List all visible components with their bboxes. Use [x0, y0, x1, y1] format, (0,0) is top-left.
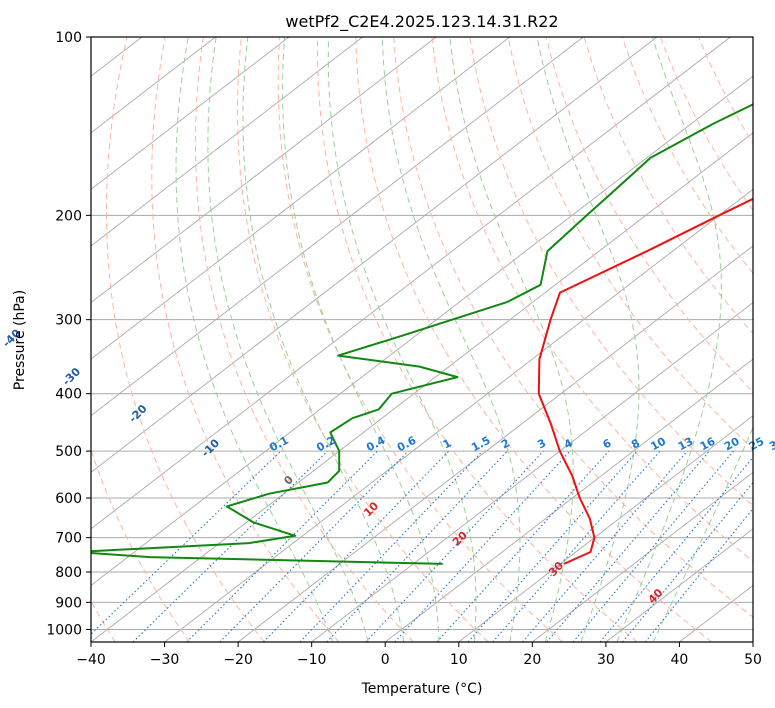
mixing-ratio-line	[263, 450, 450, 642]
moist-adiabat-line	[242, 37, 405, 642]
chart-title: wetPf2_C2E4.2025.123.14.31.R22	[285, 12, 558, 32]
y-tick-label: 200	[55, 208, 82, 224]
mixing-ratio-label: 25	[747, 435, 767, 454]
isotherm-line	[532, 471, 753, 642]
x-tick-label: 10	[450, 652, 468, 668]
mixing-ratio-line	[219, 450, 409, 642]
y-tick-label: 700	[55, 531, 82, 547]
dry-adiabat-line	[151, 37, 340, 642]
moist-adiabat-line	[449, 37, 574, 642]
isotherm-line	[91, 37, 731, 530]
mixing-ratio-line	[91, 450, 282, 635]
moist-adiabat-line	[652, 426, 753, 642]
isotherm-line	[91, 37, 510, 360]
y-tick-label: 900	[55, 595, 82, 611]
mixing-ratio-line	[467, 450, 638, 642]
mixing-ratio-line	[365, 450, 544, 642]
mixing-ratio-line	[299, 450, 483, 642]
y-tick-label: 500	[55, 444, 82, 460]
dry-adiabat-line	[469, 37, 753, 507]
y-axis-label: Pressure (hPa)	[12, 290, 28, 390]
isotherm-line	[91, 37, 363, 247]
isotherm-line	[605, 528, 753, 642]
mixing-ratio-label: 10	[648, 435, 668, 454]
isotherm-line	[311, 301, 753, 642]
moist-adiabat-line	[207, 37, 369, 642]
x-tick-label: −40	[76, 652, 106, 668]
mixing-ratio-label: 13	[676, 435, 696, 454]
dry-adiabat-line	[105, 37, 265, 642]
moist-adiabat-line	[282, 37, 440, 642]
mixing-ratio-line	[644, 507, 753, 642]
y-tick-label: 100	[55, 30, 82, 46]
mixing-ratio-label: 30	[767, 434, 775, 453]
moist-adiabat-line	[536, 37, 640, 642]
y-tick-label: 300	[55, 313, 82, 329]
dry-adiabat-line	[277, 37, 563, 642]
moist-adiabat-line	[381, 37, 521, 642]
y-tick-label: 600	[55, 491, 82, 507]
x-tick-label: 30	[597, 652, 615, 668]
dewpoint-profile-line	[91, 103, 753, 565]
x-axis-ticks: −40 −30 −20 −10 0 10 20 30 40 50	[76, 642, 762, 668]
isotherm-line	[91, 37, 290, 190]
mixing-ratio-line	[186, 450, 378, 642]
plot-frame	[90, 36, 754, 643]
isotherm-line	[237, 245, 753, 642]
x-tick-label: −10	[297, 652, 327, 668]
dry-adiabat-line	[355, 37, 713, 642]
x-axis-label: Temperature (°C)	[361, 681, 483, 697]
dry-adiabat-line	[236, 37, 489, 642]
moist-adiabat-line	[616, 37, 722, 642]
temperature-profile-line	[537, 197, 753, 565]
isotherm-line	[458, 415, 753, 642]
y-tick-label: 800	[55, 565, 82, 581]
x-tick-label: −30	[150, 652, 180, 668]
mixing-ratio-line	[546, 450, 710, 642]
x-tick-label: 50	[744, 652, 762, 668]
moist-adiabat-line	[175, 37, 334, 642]
x-tick-label: 0	[381, 652, 390, 668]
isotherm-line	[91, 37, 437, 304]
isotherm-line	[384, 358, 753, 642]
dry-adiabat-line	[507, 37, 753, 450]
isotherm-line	[164, 188, 753, 642]
dry-adiabat-line	[583, 37, 753, 335]
mixing-ratio-line	[572, 450, 734, 642]
isotherm-line	[91, 75, 753, 586]
dry-adiabat-line	[393, 37, 753, 618]
y-axis-ticks: 100 200 300 400 500 600 700 800 900 1000	[46, 30, 91, 638]
dry-adiabat-line	[91, 448, 191, 642]
x-tick-label: 40	[671, 652, 689, 668]
y-tick-label: 1000	[46, 622, 82, 638]
x-tick-label: 20	[523, 652, 541, 668]
mixing-ratio-line	[436, 450, 610, 642]
mixing-ratio-label: 16	[698, 435, 718, 454]
dry-adiabat-line	[317, 37, 638, 642]
isotherm-line	[91, 37, 584, 417]
x-tick-label: −20	[223, 652, 253, 668]
dry-adiabat-line	[545, 37, 753, 393]
mixing-ratio-line	[599, 456, 753, 642]
moist-adiabat-line	[327, 37, 477, 642]
mixing-ratio-line	[132, 450, 328, 642]
series-layer	[91, 103, 753, 565]
grid-layer	[91, 37, 753, 642]
mixing-ratio-label: 20	[722, 435, 742, 454]
isotherm-line	[91, 132, 753, 642]
y-tick-label: 400	[55, 387, 82, 403]
isotherm-line	[91, 37, 658, 473]
